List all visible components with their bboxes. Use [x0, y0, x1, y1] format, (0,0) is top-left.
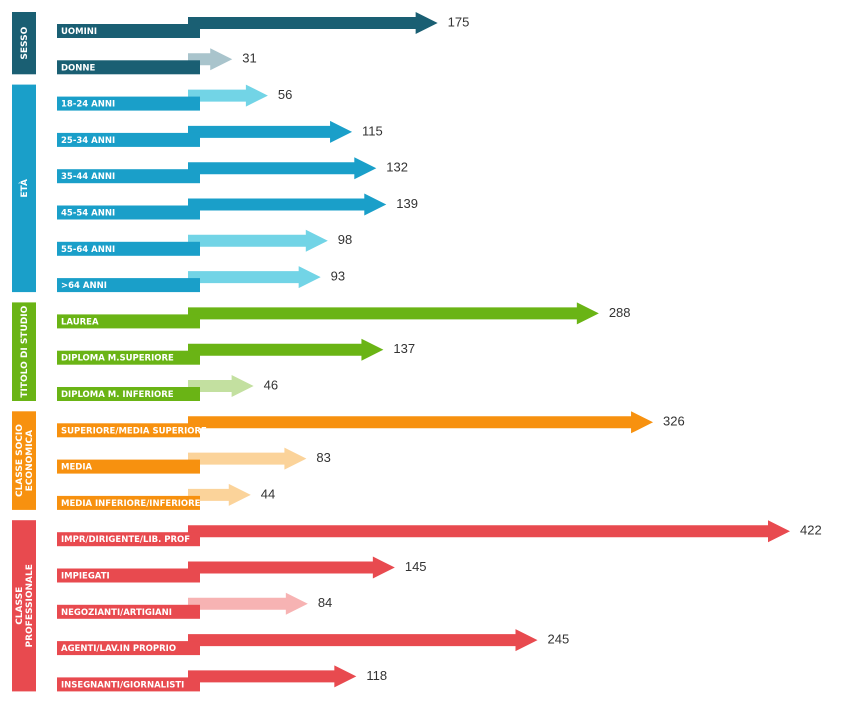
- arrow: [188, 483, 251, 506]
- category-label: DONNE: [61, 63, 96, 73]
- category-box: [57, 387, 200, 401]
- category-box: [57, 60, 200, 75]
- group-label-line: CLASSE SOCIO: [15, 424, 25, 497]
- category-box: [57, 132, 200, 147]
- category-box: [57, 604, 200, 619]
- arrow: [188, 338, 384, 361]
- category-label: 25-34 ANNI: [61, 136, 115, 146]
- category-box: [57, 350, 200, 365]
- value-label: 288: [609, 305, 631, 320]
- category-box: [57, 96, 200, 111]
- group-box: [12, 84, 36, 293]
- category-box: [57, 532, 200, 547]
- value-label: 132: [386, 160, 408, 175]
- value-label: 44: [261, 486, 275, 501]
- arrow: [188, 447, 307, 470]
- arrow: [188, 84, 268, 107]
- arrow: [188, 193, 387, 216]
- group-label-line: TITOLO DI STUDIO: [20, 305, 30, 397]
- arrow: [188, 592, 308, 615]
- group-label: SESSO: [20, 26, 30, 59]
- value-label: 56: [278, 87, 292, 102]
- arrow: [188, 629, 538, 652]
- value-label: 145: [405, 559, 427, 574]
- category-box: [57, 241, 200, 256]
- arrow: [188, 266, 321, 289]
- arrow: [188, 556, 395, 579]
- arrow: [188, 411, 654, 434]
- category-box: [57, 459, 200, 474]
- category-box: [57, 495, 200, 510]
- category-label: IMPR/DIRIGENTE/LIB. PROF: [61, 535, 190, 545]
- category-label: IMPIEGATI: [61, 572, 110, 582]
- category-label: DIPLOMA M.SUPERIORE: [61, 354, 174, 364]
- category-label: MEDIA: [61, 463, 92, 473]
- value-label: 137: [393, 341, 415, 356]
- value-label: 31: [242, 51, 256, 66]
- group-box: [12, 520, 36, 692]
- value-label: 326: [663, 414, 685, 429]
- category-box: [57, 169, 200, 184]
- category-label: LAUREA: [61, 317, 99, 327]
- category-box: [57, 423, 200, 438]
- arrow: [188, 520, 790, 543]
- value-label: 139: [396, 196, 418, 211]
- arrow: [188, 12, 438, 34]
- category-box: [57, 278, 200, 293]
- arrow: [188, 375, 254, 397]
- value-label: 46: [264, 377, 278, 392]
- category-label: INSEGNANTI/GIORNALISTI: [61, 680, 184, 690]
- category-label: NEGOZIANTI/ARTIGIANI: [61, 608, 172, 618]
- category-label: AGENTI/LAV.IN PROPRIO: [61, 644, 176, 654]
- category-label: MEDIA INFERIORE/INFERIORE: [61, 499, 201, 509]
- value-label: 175: [448, 14, 470, 29]
- category-box: [57, 205, 200, 220]
- category-label: 18-24 ANNI: [61, 100, 115, 110]
- group-label-line: SESSO: [20, 26, 30, 59]
- arrow: [188, 302, 599, 325]
- value-label: 422: [800, 523, 822, 538]
- category-label: >64 ANNI: [61, 281, 107, 291]
- arrow: [188, 120, 353, 143]
- group-label: CLASSEPROFESSIONALE: [15, 564, 35, 647]
- category-label: 45-54 ANNI: [61, 209, 115, 219]
- group-label-line: CLASSE: [15, 587, 25, 625]
- arrow: [188, 665, 357, 688]
- value-label: 115: [362, 123, 383, 138]
- group-label-line: ETÀ: [18, 179, 30, 198]
- value-label: 83: [316, 450, 330, 465]
- value-label: 93: [331, 269, 345, 284]
- arrow: [188, 229, 328, 252]
- group-box: [12, 12, 36, 75]
- value-label: 245: [548, 632, 570, 647]
- value-label: 118: [366, 668, 387, 683]
- group-label-line: ECONOMICA: [25, 430, 35, 491]
- category-label: 35-44 ANNI: [61, 172, 115, 182]
- group-label: TITOLO DI STUDIO: [20, 305, 30, 397]
- category-label: SUPERIORE/MEDIA SUPERIORE: [61, 426, 207, 436]
- value-label: 98: [338, 232, 352, 247]
- group-label-line: PROFESSIONALE: [25, 564, 35, 647]
- value-label: 84: [318, 595, 332, 610]
- category-box: [57, 568, 200, 583]
- group-box: [12, 302, 36, 401]
- group-label: CLASSE SOCIOECONOMICA: [15, 424, 35, 497]
- arrow: [188, 157, 377, 180]
- category-box: [57, 677, 200, 692]
- category-box: [57, 641, 200, 656]
- category-box: [57, 24, 200, 38]
- category-label: UOMINI: [61, 27, 97, 37]
- group-box: [12, 411, 36, 510]
- category-label: 55-64 ANNI: [61, 245, 115, 255]
- group-label: ETÀ: [18, 179, 30, 198]
- category-box: [57, 314, 200, 329]
- category-label: DIPLOMA M. INFERIORE: [61, 390, 174, 400]
